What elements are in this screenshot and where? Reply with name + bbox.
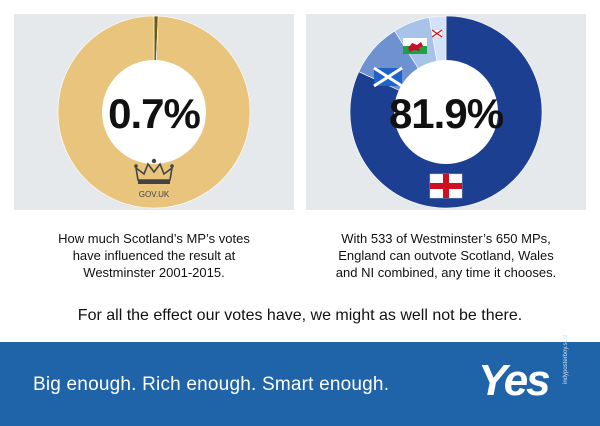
scotland-flag-icon xyxy=(373,66,403,88)
left-caption-line: How much Scotland’s MP’s votes xyxy=(58,231,250,246)
left-caption-line: Westminster 2001-2015. xyxy=(83,265,225,280)
right-caption-line: England can outvote Scotland, Wales xyxy=(338,248,554,263)
right-center-label: 81.9% xyxy=(389,90,504,137)
st-patricks-cross-icon xyxy=(431,29,443,38)
right-pie-center xyxy=(394,60,498,164)
right-caption-line: and NI combined, any time it chooses. xyxy=(335,265,557,280)
yes-logo: Yes xyxy=(478,356,551,405)
england-flag-icon xyxy=(429,173,463,199)
right-pie-slice-0 xyxy=(349,15,543,209)
crown-icon xyxy=(134,158,174,184)
right-caption-line: With 533 of Westminster’s 650 MPs, xyxy=(341,231,551,246)
left-pie-chart: 0.7% GOV.UK xyxy=(57,15,251,209)
right-chart-panel: 81.9% xyxy=(306,14,586,210)
left-caption: How much Scotland’s MP’s votes have infl… xyxy=(14,230,294,281)
right-pie-chart: 81.9% xyxy=(349,15,543,209)
side-url: indyposterboy.scot xyxy=(563,334,569,384)
left-caption-line: have influenced the result at xyxy=(72,248,236,263)
slogan: Big enough. Rich enough. Smart enough. xyxy=(33,374,390,395)
banner: Big enough. Rich enough. Smart enough. Y… xyxy=(0,334,600,426)
left-center-label: 0.7% xyxy=(108,90,200,137)
gov-uk-logo-text: GOV.UK xyxy=(139,190,170,199)
tagline: For all the effect our votes have, we mi… xyxy=(77,307,523,324)
left-pie-center xyxy=(102,60,206,164)
right-caption: With 533 of Westminster’s 650 MPs, Engla… xyxy=(306,230,586,281)
wales-flag-icon xyxy=(403,38,427,54)
left-chart-panel: 0.7% GOV.UK xyxy=(14,14,294,210)
